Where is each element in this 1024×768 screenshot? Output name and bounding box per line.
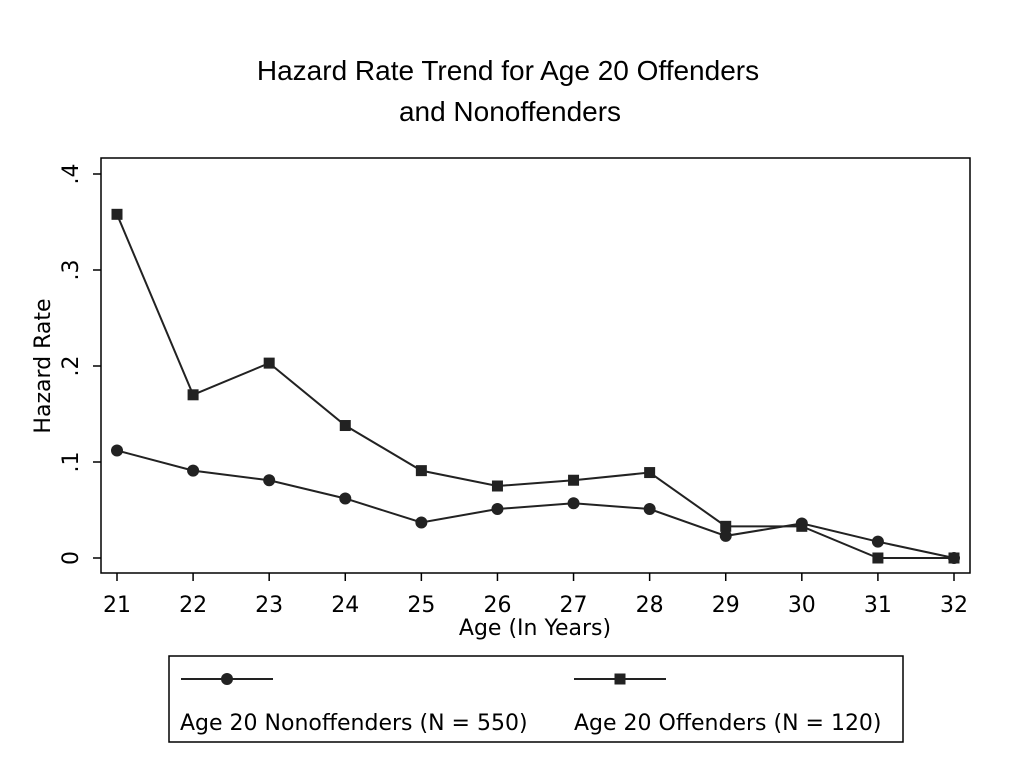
y-tick-label: .3	[59, 260, 84, 281]
x-tick-label: 26	[483, 593, 511, 618]
x-tick-label: 25	[407, 593, 435, 618]
chart-title-line-1: Hazard Rate Trend for Age 20 Offenders	[257, 55, 759, 86]
circle-point	[111, 444, 123, 457]
square-point	[720, 520, 732, 532]
circle-point	[263, 474, 276, 487]
x-tick-label: 27	[560, 593, 588, 618]
square-point	[948, 552, 960, 564]
legend-marker	[221, 673, 233, 685]
y-tick-label: .2	[59, 356, 84, 377]
legend-label: Age 20 Nonoffenders (N = 550)	[180, 711, 528, 736]
legend-marker	[614, 673, 626, 685]
legend-items: Age 20 Nonoffenders (N = 550) Age 20 Offe…	[180, 673, 882, 736]
x-tick-label: 30	[788, 593, 816, 618]
series-line-2	[116, 213, 954, 559]
chart-title-line-2: and Nonoffenders	[399, 96, 621, 127]
square-point	[796, 520, 808, 532]
x-tick-label: 21	[103, 593, 131, 618]
square-point	[263, 357, 275, 369]
square-point	[111, 208, 123, 220]
square-point	[568, 474, 580, 486]
circle-point	[415, 516, 428, 529]
circle-point	[871, 535, 884, 548]
circle-point	[719, 529, 732, 542]
square-point	[644, 467, 656, 479]
x-tick-label: 24	[331, 593, 359, 618]
legend: Age 20 Nonoffenders (N = 550) Age 20 Offe…	[168, 655, 904, 743]
x-tick-label: 29	[712, 593, 740, 618]
x-axis-label: Age (In Years)	[459, 616, 611, 641]
legend-label: Age 20 Offenders (N = 120)	[574, 711, 882, 736]
square-point	[339, 420, 351, 432]
square-point	[872, 552, 884, 564]
series-layer	[111, 208, 960, 564]
x-tick-label: 32	[940, 593, 968, 618]
x-tick-label: 22	[179, 593, 207, 618]
square-point	[187, 389, 199, 401]
square-point	[415, 465, 427, 477]
x-tick-label: 31	[864, 593, 892, 618]
circle-point	[491, 503, 504, 516]
x-tick-label: 28	[636, 593, 664, 618]
x-axis: 21 22 23 24 25 26 27 28 29 30 31 32	[103, 573, 968, 618]
series-line-1	[116, 449, 955, 559]
x-tick-label: 23	[255, 593, 283, 618]
circle-point	[643, 503, 656, 516]
y-tick-label: 0	[59, 551, 84, 565]
plot-frame	[100, 157, 971, 574]
circle-point	[567, 497, 580, 510]
y-axis: 0 .1 .2 .3 .4	[59, 164, 101, 565]
y-tick-label: .4	[59, 164, 84, 185]
y-tick-label: .1	[59, 452, 84, 473]
circle-point	[339, 492, 352, 505]
square-point	[491, 480, 503, 492]
y-axis-label: Hazard Rate	[31, 298, 56, 433]
circle-point	[187, 464, 200, 477]
legend-box	[168, 655, 904, 743]
